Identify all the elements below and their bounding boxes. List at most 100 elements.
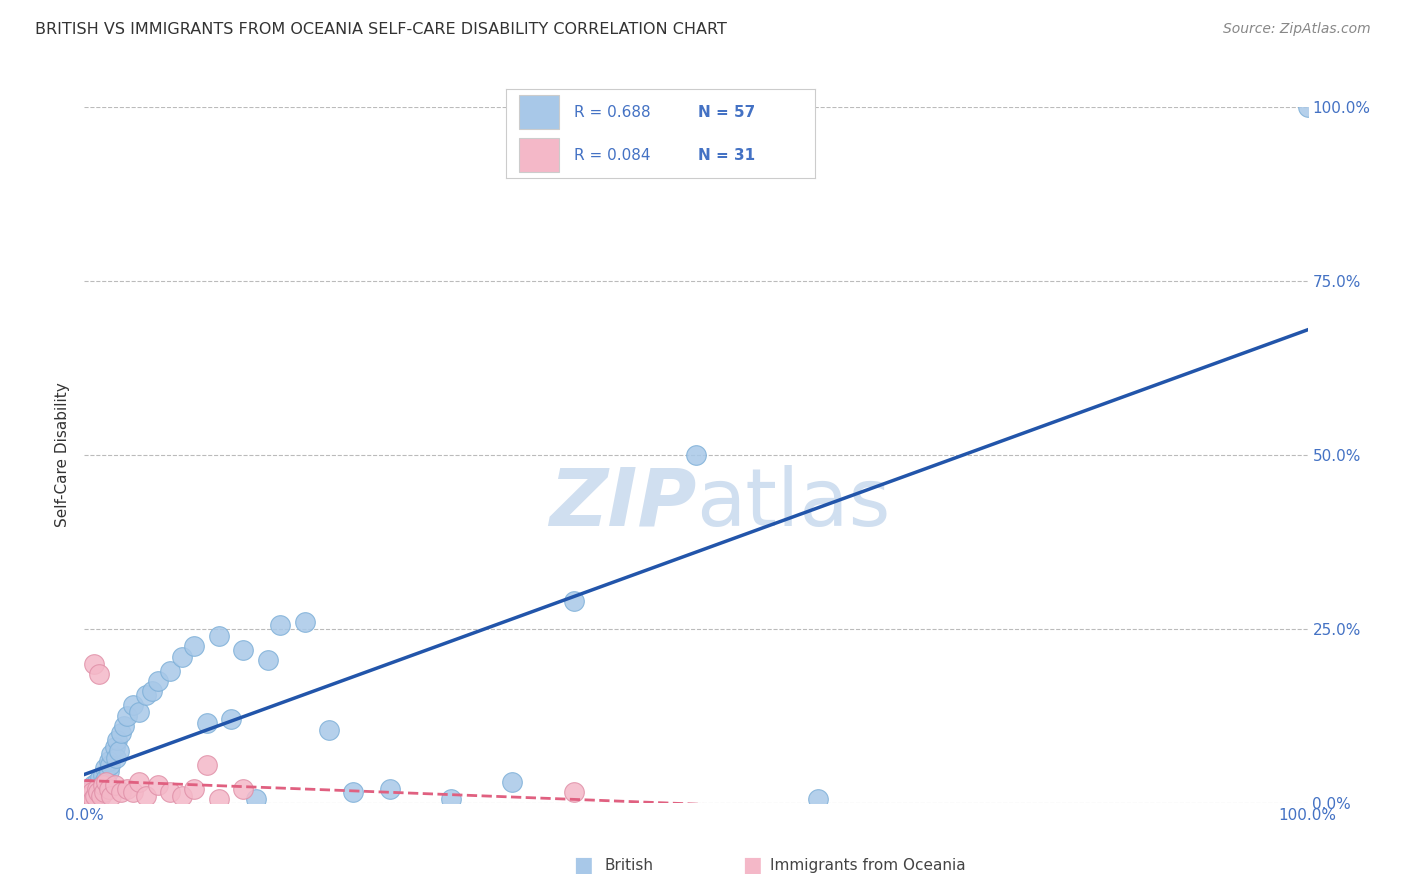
Point [87, 789, 110, 803]
Text: atlas: atlas [696, 465, 890, 542]
Point [183, 639, 205, 653]
Point [98, 757, 121, 772]
Point [91, 768, 114, 782]
Point [96, 772, 118, 786]
Text: R = 0.688: R = 0.688 [574, 105, 651, 120]
Text: N = 57: N = 57 [697, 105, 755, 120]
Point [146, 778, 169, 792]
Point [146, 674, 169, 689]
Point [84, 789, 107, 803]
Text: BRITISH VS IMMIGRANTS FROM OCEANIA SELF-CARE DISABILITY CORRELATION CHART: BRITISH VS IMMIGRANTS FROM OCEANIA SELF-… [35, 22, 727, 37]
Point [100, 747, 122, 761]
Point [562, 785, 585, 799]
Point [128, 775, 150, 789]
Point [86, 781, 108, 796]
Text: R = 0.084: R = 0.084 [574, 148, 651, 162]
Point [76, 792, 98, 806]
Point [172, 789, 194, 803]
Point [501, 775, 523, 789]
Point [83, 657, 105, 671]
Point [685, 448, 707, 462]
Point [77, 785, 100, 799]
Point [318, 723, 340, 737]
Point [97, 754, 120, 768]
Point [105, 750, 128, 764]
Point [128, 706, 150, 720]
Point [257, 653, 280, 667]
Y-axis label: Self-Care Disability: Self-Care Disability [55, 383, 70, 527]
Point [172, 649, 194, 664]
Text: Immigrants from Oceania: Immigrants from Oceania [770, 858, 966, 872]
Point [96, 775, 118, 789]
Point [86, 785, 108, 799]
Point [77, 785, 100, 799]
Point [159, 785, 181, 799]
Point [141, 684, 163, 698]
Point [219, 712, 242, 726]
Point [1296, 100, 1319, 114]
Point [183, 781, 205, 796]
Text: ■: ■ [742, 855, 762, 875]
Point [195, 715, 218, 730]
Text: ZIP: ZIP [548, 465, 696, 542]
Text: N = 31: N = 31 [697, 148, 755, 162]
Point [562, 594, 585, 608]
Point [84, 781, 107, 796]
Point [105, 733, 128, 747]
Point [79, 781, 101, 796]
Point [87, 667, 110, 681]
Point [94, 761, 117, 775]
Point [294, 615, 316, 629]
Point [135, 688, 157, 702]
Point [112, 719, 135, 733]
Point [90, 789, 112, 803]
Point [87, 785, 110, 799]
Point [208, 629, 231, 643]
Point [107, 744, 129, 758]
Point [87, 778, 110, 792]
Point [80, 785, 103, 799]
Point [86, 775, 108, 789]
FancyBboxPatch shape [519, 138, 558, 172]
Point [97, 781, 120, 796]
Point [159, 664, 181, 678]
Point [208, 792, 231, 806]
Point [232, 781, 254, 796]
Point [90, 781, 112, 796]
Point [380, 781, 402, 796]
Point [80, 792, 103, 806]
Point [245, 792, 267, 806]
Point [104, 740, 127, 755]
Point [80, 785, 103, 799]
Point [93, 775, 115, 789]
Point [115, 781, 138, 796]
Point [195, 757, 218, 772]
Point [122, 698, 145, 713]
Point [807, 792, 830, 806]
Point [440, 792, 463, 806]
FancyBboxPatch shape [519, 95, 558, 129]
Point [115, 708, 138, 723]
Point [110, 726, 132, 740]
Point [79, 789, 101, 803]
Point [135, 789, 157, 803]
Point [77, 789, 100, 803]
Point [342, 785, 364, 799]
Point [79, 789, 101, 803]
Point [269, 618, 291, 632]
Point [93, 785, 115, 799]
Point [100, 789, 122, 803]
Text: Source: ZipAtlas.com: Source: ZipAtlas.com [1223, 22, 1371, 37]
Text: ■: ■ [574, 855, 593, 875]
Point [97, 764, 120, 779]
Point [89, 772, 111, 786]
Point [91, 778, 114, 792]
Point [104, 778, 127, 792]
Point [77, 781, 100, 796]
Point [232, 642, 254, 657]
Point [76, 789, 98, 803]
Point [82, 792, 104, 806]
Point [77, 792, 100, 806]
Text: British: British [605, 858, 654, 872]
Point [122, 785, 145, 799]
